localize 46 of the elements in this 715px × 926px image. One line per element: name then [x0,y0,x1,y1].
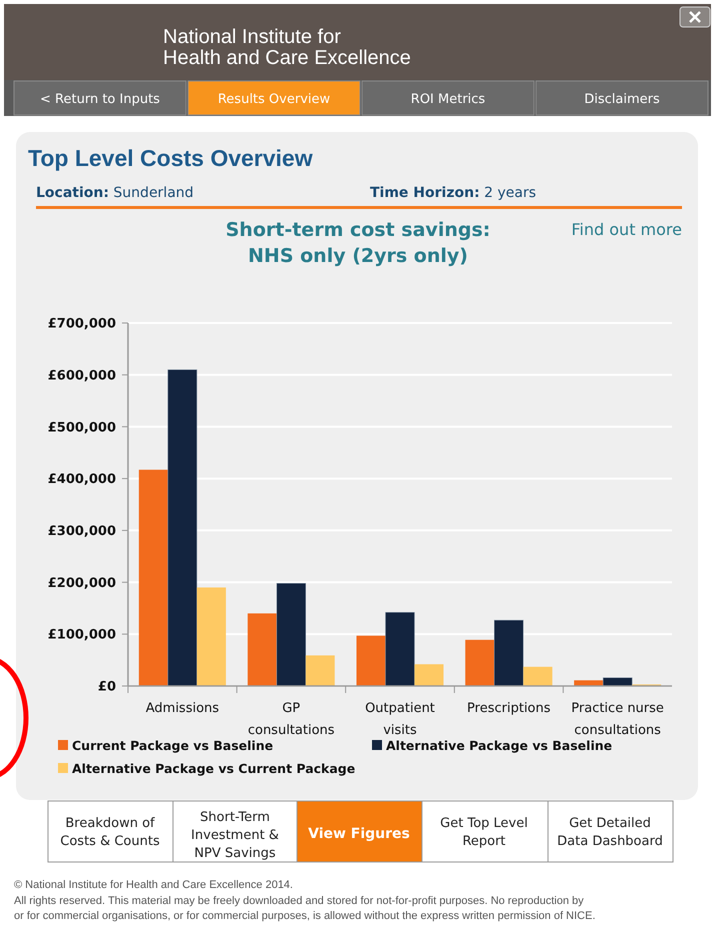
x-tick-label: Prescriptions [467,701,551,716]
text: Get Top Level Report [440,816,528,849]
y-tick-label: £700,000 [48,316,116,332]
text: Short-Term Investment & NPV Savings [191,810,279,861]
y-tick-label: £100,000 [48,628,116,643]
x-tick-label: Outpatient visits [365,701,435,738]
bar [356,636,386,686]
text: Top Level Costs Overview [28,145,313,171]
text: ROI Metrics [410,92,486,107]
y-tick-label: £200,000 [48,576,116,591]
y-tick-label: £600,000 [48,368,116,384]
y-tick-label: £300,000 [48,524,116,539]
bar [414,664,444,686]
bar [306,655,335,686]
y-tick-label: £400,000 [48,472,116,488]
text: Location: Sunderland [36,185,194,201]
text: © National Institute for Health and Care Excellence 2014. [14,879,293,891]
x-tick-label: Practice nurse consultations [571,701,664,738]
y-tick-label: £0 [98,680,116,695]
text: View Figures [308,826,410,842]
text: Breakdown of Costs & Counts [60,816,160,849]
text: National Institute for Health and Care Excellence [163,26,411,69]
bar [385,612,415,686]
legend-label: Alternative Package vs Current Package [72,761,356,776]
chart-title: Short-term cost savings: NHS only (2yrs only) [226,219,490,267]
x-tick-label: Admissions [146,701,220,716]
text: Disclaimers [584,92,660,107]
text: All rights reserved. This material may be freely downloaded and stored for not-for-profit purposes. No reproduction by or for commercial organisations, or for commercial purposes, is allowed without the express written permission of NICE. [14,895,596,922]
bar [248,613,277,686]
y-tick-label: £500,000 [48,420,116,436]
legend-label: Alternative Package vs Baseline [386,738,612,753]
text: Find out more [571,220,682,239]
legend-label: Current Package vs Baseline [72,738,274,753]
text: < Return to Inputs [40,92,160,107]
text: Time Horizon: 2 years [370,185,536,201]
bar [602,677,632,686]
text: Get Detailed Data Dashboard [557,816,663,849]
text: Results Overview [218,92,331,107]
bar [523,666,552,686]
bar [168,369,198,686]
bar [276,583,306,686]
bar [494,620,524,686]
bar [138,470,168,686]
bar [196,587,226,686]
bar [465,640,494,686]
x-tick-label: GP consultations [248,701,335,738]
